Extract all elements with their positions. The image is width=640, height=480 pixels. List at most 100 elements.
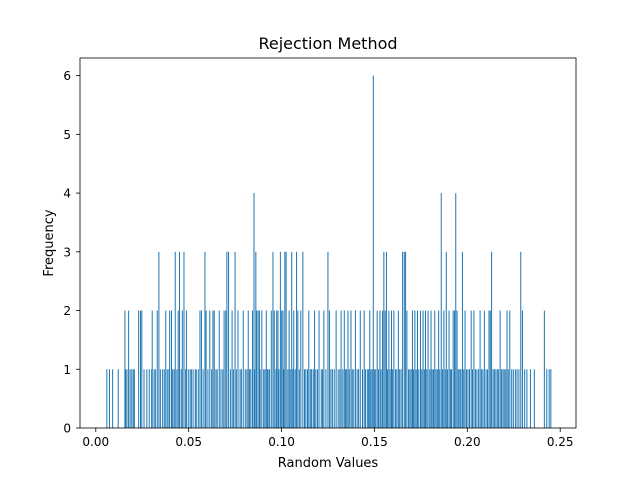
histogram-bar bbox=[415, 369, 417, 428]
histogram-bar bbox=[270, 310, 272, 428]
y-tick-label: 2 bbox=[63, 304, 71, 318]
histogram-bar bbox=[317, 369, 319, 428]
x-tick-label: 0.05 bbox=[175, 435, 202, 449]
histogram-bar bbox=[506, 310, 508, 428]
histogram-bar bbox=[237, 310, 239, 428]
histogram-bar bbox=[479, 310, 481, 428]
histogram-bar bbox=[438, 310, 440, 428]
histogram-bar bbox=[466, 369, 468, 428]
histogram-bar bbox=[427, 310, 429, 428]
histogram-bar bbox=[318, 310, 320, 428]
histogram-bar bbox=[209, 310, 211, 428]
histogram-bar bbox=[502, 369, 504, 428]
histogram-bar bbox=[197, 369, 199, 428]
histogram-bar bbox=[275, 369, 277, 428]
histogram-bar bbox=[278, 369, 280, 428]
histogram-bar bbox=[344, 369, 346, 428]
histogram-bar bbox=[279, 251, 281, 428]
histogram-bar bbox=[500, 369, 502, 428]
histogram-bar bbox=[179, 251, 181, 428]
histogram-bar bbox=[467, 369, 469, 428]
histogram-bar bbox=[281, 310, 283, 428]
x-tick-label: 0.20 bbox=[454, 435, 481, 449]
histogram-bar bbox=[125, 369, 127, 428]
histogram-bar bbox=[493, 369, 495, 428]
histogram-bar bbox=[183, 251, 185, 428]
histogram-bar bbox=[377, 369, 379, 428]
histogram-bar bbox=[380, 369, 382, 428]
histogram-bar bbox=[480, 369, 482, 428]
histogram-bar bbox=[400, 369, 402, 428]
histogram-bar bbox=[213, 310, 215, 428]
histogram-bar bbox=[307, 369, 309, 428]
histogram-bar bbox=[482, 369, 484, 428]
histogram-bar bbox=[106, 369, 108, 428]
histogram-bar bbox=[240, 369, 242, 428]
histogram-bar bbox=[247, 310, 249, 428]
histogram-bar bbox=[181, 310, 183, 428]
histogram-bar bbox=[257, 310, 259, 428]
histogram-bar bbox=[205, 310, 207, 428]
histogram-bar bbox=[235, 369, 237, 428]
histogram-bar bbox=[216, 369, 218, 428]
histogram-bar bbox=[511, 369, 513, 428]
histogram-bar bbox=[140, 310, 141, 428]
histogram-bar bbox=[285, 251, 287, 428]
histogram-bar bbox=[308, 310, 310, 428]
histogram-bar bbox=[414, 310, 416, 428]
histogram-bar bbox=[258, 310, 260, 428]
histogram-bar bbox=[464, 310, 466, 428]
y-tick-label: 1 bbox=[63, 363, 71, 377]
histogram-bar bbox=[390, 310, 392, 428]
histogram-bar bbox=[190, 369, 192, 428]
histogram-bar bbox=[128, 310, 130, 428]
histogram-bar bbox=[176, 369, 178, 428]
histogram-bar bbox=[416, 310, 418, 428]
histogram-bar bbox=[518, 369, 520, 428]
histogram-bar bbox=[242, 310, 244, 428]
histogram-bar bbox=[434, 310, 436, 428]
histogram-bar bbox=[277, 310, 279, 428]
histogram-bar bbox=[335, 310, 337, 428]
histogram-bar bbox=[202, 369, 204, 428]
histogram-bar bbox=[435, 369, 437, 428]
histogram-bar bbox=[169, 310, 171, 428]
histogram-bar bbox=[444, 369, 446, 428]
histogram-bar bbox=[460, 369, 462, 428]
histogram-bar bbox=[192, 369, 194, 428]
histogram-bar bbox=[485, 369, 487, 428]
histogram-bar bbox=[138, 310, 140, 428]
histogram-bar bbox=[163, 369, 165, 428]
histogram-bar bbox=[498, 369, 500, 428]
histogram-bar bbox=[269, 369, 271, 428]
histogram-bar bbox=[298, 369, 300, 428]
y-tick-label: 3 bbox=[63, 245, 71, 259]
histogram-bar bbox=[429, 369, 431, 428]
histogram-bar bbox=[397, 310, 399, 428]
histogram-bar bbox=[246, 369, 248, 428]
histogram-bar bbox=[292, 369, 294, 428]
histogram-bar bbox=[356, 369, 358, 428]
histogram-bar bbox=[521, 310, 523, 428]
x-tick-label: 0.00 bbox=[82, 435, 109, 449]
histogram-bar bbox=[408, 369, 410, 428]
histogram-bar bbox=[388, 310, 390, 428]
histogram-bar bbox=[471, 369, 473, 428]
histogram-bar bbox=[456, 310, 458, 428]
histogram-bar bbox=[347, 310, 349, 428]
histogram-bar bbox=[419, 310, 421, 428]
histogram-bar bbox=[187, 369, 189, 428]
histogram-bar bbox=[171, 310, 173, 428]
histogram-bar bbox=[194, 369, 196, 428]
x-axis-label: Random Values bbox=[278, 456, 379, 471]
histogram-bar bbox=[129, 369, 131, 428]
histogram-bar bbox=[327, 251, 329, 428]
histogram-bar bbox=[524, 369, 526, 428]
histogram-bar bbox=[405, 251, 407, 428]
histogram-bar bbox=[256, 310, 258, 428]
histogram-bar bbox=[153, 369, 155, 428]
histogram-bar bbox=[207, 369, 209, 428]
histogram-bar bbox=[364, 369, 366, 428]
histogram-bar bbox=[512, 369, 514, 428]
histogram-bar bbox=[218, 310, 220, 428]
